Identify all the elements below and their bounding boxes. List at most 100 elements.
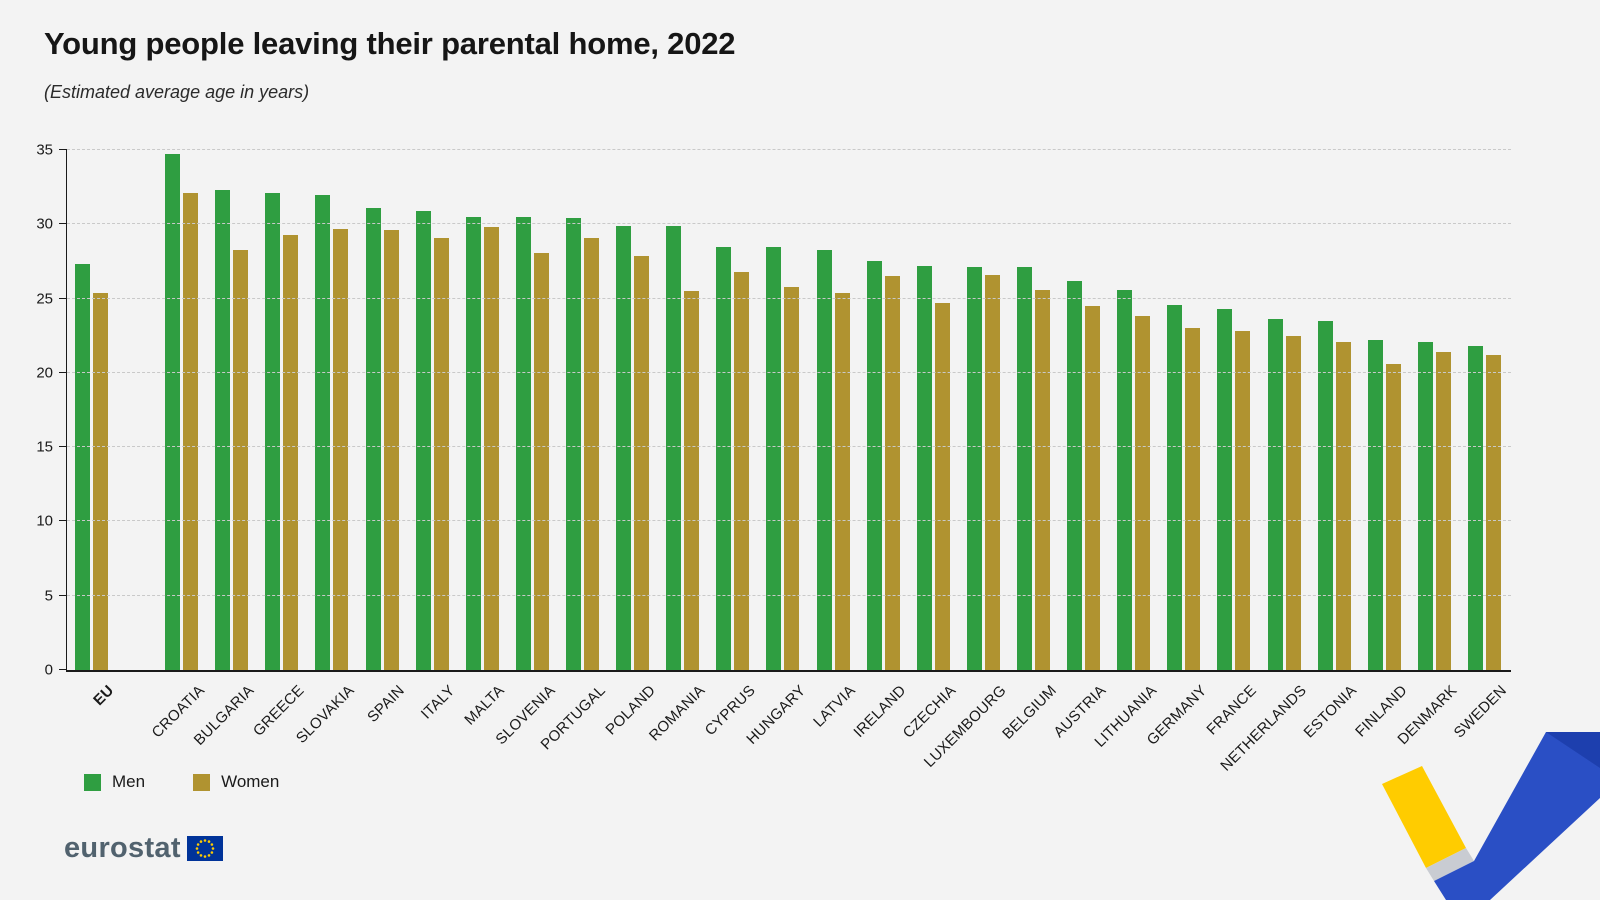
legend-women-label: Women (221, 772, 280, 791)
bar-group: IRELAND (850, 150, 909, 741)
x-axis-label: LATVIA (810, 682, 860, 731)
women-bar (1435, 352, 1451, 670)
bar-group: ITALY (415, 150, 458, 723)
chart-subtitle: (Estimated average age in years) (44, 82, 310, 102)
men-bar (1367, 340, 1383, 670)
men-bar (165, 154, 181, 670)
y-axis-label: 20 (36, 364, 53, 382)
women-bar (533, 252, 549, 670)
men-bar (716, 246, 732, 670)
men-bar (315, 194, 331, 670)
women-bar (1185, 328, 1201, 670)
men-bar (75, 264, 90, 670)
gridline (67, 371, 1511, 373)
bar-group: DENMARK (1394, 150, 1460, 748)
women-bar (283, 234, 299, 670)
women-bar (634, 255, 650, 670)
men-bar (265, 193, 281, 670)
men-color-swatch (84, 773, 101, 791)
legend-men-label: Men (112, 772, 146, 791)
men-bar (1117, 289, 1133, 670)
women-bar (333, 228, 349, 670)
y-axis-tick (59, 149, 67, 150)
men-bar (1167, 304, 1183, 670)
x-axis-label: ESTONIA (1300, 682, 1361, 742)
bar-group: SWEDEN (1451, 150, 1510, 741)
gridline (67, 297, 1511, 299)
y-axis-tick (59, 223, 67, 225)
x-axis-label: IRELAND (850, 682, 910, 741)
bar-group: NETHERLANDS (1217, 150, 1310, 775)
men-bar (1016, 267, 1032, 670)
men-bar (515, 216, 531, 670)
women-bar (1135, 316, 1151, 670)
eu-flag-icon (186, 836, 223, 861)
y-axis-tick (59, 520, 67, 522)
bar-group: PORTUGAL (537, 150, 609, 753)
y-axis-tick (59, 446, 67, 448)
y-axis-tick (59, 594, 67, 596)
bar-group: ROMANIA (646, 150, 709, 745)
women-bar (934, 303, 950, 670)
women-bar (1235, 331, 1251, 670)
gridline (67, 149, 1511, 150)
gridline (67, 446, 1511, 448)
x-axis-label: ITALY (417, 682, 459, 723)
x-axis-label: NETHERLANDS (1217, 682, 1311, 775)
bar-group: AUSTRIA (1051, 150, 1110, 741)
bar-group: BULGARIA (191, 150, 258, 749)
y-axis-label: 0 (44, 661, 53, 679)
y-axis-label: 30 (36, 215, 53, 233)
men-bar (1267, 319, 1283, 670)
women-bar (784, 286, 800, 670)
women-color-swatch (193, 773, 211, 791)
women-bar (183, 193, 199, 670)
bar-group: SPAIN (364, 150, 408, 726)
y-axis-label: 10 (36, 512, 53, 530)
y-axis-label: 25 (36, 290, 53, 308)
women-bar (93, 292, 108, 670)
women-bar (1085, 306, 1101, 670)
men-bar (766, 246, 782, 670)
men-bar (666, 225, 682, 670)
chart-legend: Men Women (84, 772, 279, 792)
women-bar (1034, 289, 1050, 670)
eurostat-logo: eurostat (64, 832, 223, 865)
gridline (67, 594, 1511, 596)
eurostat-wordmark: eurostat (64, 832, 181, 864)
x-axis-label: SPAIN (364, 682, 409, 726)
bar-group: CZECHIA (900, 150, 959, 742)
bar-group: SLOVAKIA (293, 150, 358, 747)
bar-group: GERMANY (1143, 150, 1210, 749)
legend-item-men: Men (84, 772, 145, 792)
men-bar (365, 207, 381, 670)
women-bar (383, 230, 399, 670)
men-bar (1467, 346, 1483, 670)
bars-container: EU CROATIA BULGARIA GREECE SLOVAKIA SPAIN ITAL… (75, 150, 1510, 775)
men-bar (1417, 341, 1433, 670)
bar-group: GREECE (250, 150, 308, 740)
bar-group: MALTA (462, 150, 508, 729)
women-bar (684, 291, 700, 670)
women-bar (734, 271, 750, 670)
decorative-ribbon (1382, 732, 1600, 900)
legend-item-women: Women (193, 772, 279, 792)
men-bar (415, 210, 431, 670)
gridline (67, 520, 1511, 522)
men-bar (1217, 308, 1233, 670)
bar-group: BELGIUM (999, 150, 1059, 743)
bar-group: CYPRUS (702, 150, 759, 739)
bar-group: POLAND (602, 150, 659, 738)
bar-group: LITHUANIA (1091, 150, 1160, 751)
women-bar (433, 237, 449, 670)
bar-group: LUXEMBOURG (921, 150, 1009, 771)
women-bar (583, 237, 599, 670)
bar-group: HUNGARY (743, 150, 809, 748)
women-bar (1385, 363, 1401, 670)
y-axis-tick (59, 297, 67, 299)
chart-title: Young people leaving their parental home… (44, 26, 736, 61)
women-bar (1335, 341, 1351, 670)
men-bar (215, 190, 231, 670)
gridline (67, 223, 1511, 225)
